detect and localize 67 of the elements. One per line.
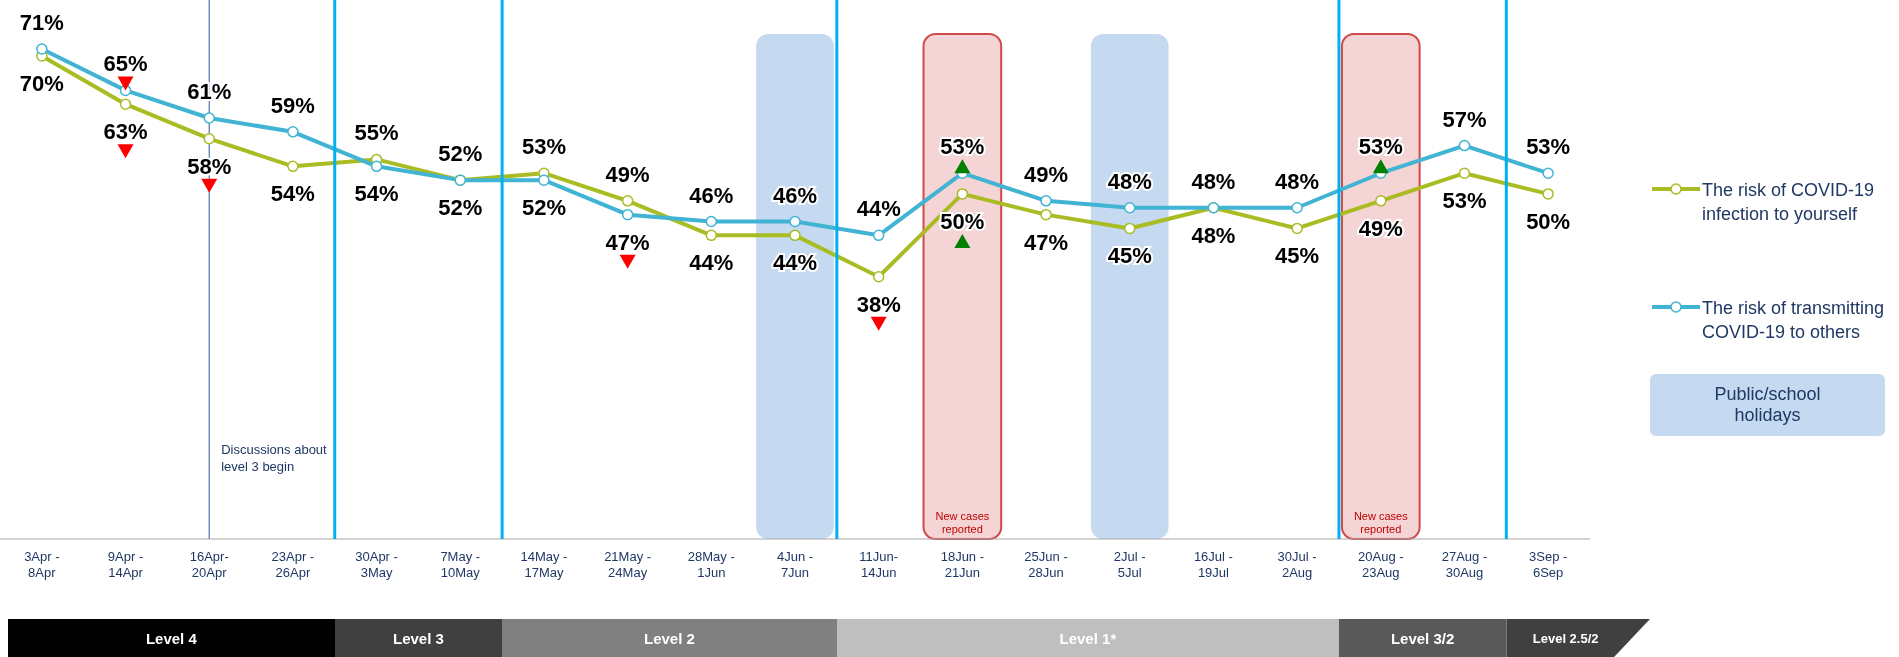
text: Level 4 <box>145 629 197 647</box>
ref-line-label: Discussions about level 3 begin <box>221 442 328 474</box>
data-label: 45% <box>1275 243 1320 269</box>
x-tick-label: 11Jun- 14Jun <box>859 549 899 580</box>
data-label: 45% <box>1107 243 1152 269</box>
x-tick-label: 2Jul - 5Jul <box>1113 549 1146 580</box>
data-label: 49% <box>605 161 650 187</box>
data-label: 65% <box>103 51 148 77</box>
data-label: 47% <box>1024 229 1069 255</box>
band-label: New cases reported <box>935 510 990 535</box>
x-tick-label: 30Apr - 3May <box>355 549 398 580</box>
text: Level 2 <box>644 629 695 647</box>
data-label: 54% <box>270 181 315 207</box>
data-label: 59% <box>270 92 315 118</box>
data-label: 44% <box>689 250 734 276</box>
data-label: 54% <box>354 181 399 207</box>
data-label: 52% <box>521 195 566 221</box>
data-label: 52% <box>438 195 483 221</box>
x-tick-label: 30Jul - 2Aug <box>1277 549 1317 580</box>
text: Level 3/2 <box>1390 629 1455 647</box>
data-label: 48% <box>1275 168 1320 194</box>
text: Level 1* <box>1059 629 1117 647</box>
x-tick-label: 7May - 10May <box>440 549 481 580</box>
legend-label: The risk of transmitting COVID-19 to others <box>1702 297 1886 344</box>
data-label: 46% <box>772 182 818 208</box>
x-tick-label: 25Jun - 28Jun <box>1024 549 1068 580</box>
band-label: New cases reported <box>1353 510 1409 535</box>
data-label: 49% <box>1358 215 1403 241</box>
x-tick-label: 3Apr - 8Apr <box>24 549 60 580</box>
data-label: 55% <box>354 120 399 146</box>
x-tick-label: 23Apr - 26Apr <box>271 549 315 580</box>
data-label: 63% <box>103 119 148 145</box>
text: Level 3 <box>392 629 444 647</box>
x-tick-label: 14May - 17May <box>520 549 568 580</box>
legend-label: The risk of COVID-19 infection to yourself <box>1702 179 1876 226</box>
x-tick-label: 20Aug - 23Aug <box>1358 549 1404 580</box>
data-label: 38% <box>856 291 901 317</box>
data-label: 70% <box>19 70 64 96</box>
x-tick-label: 9Apr - 14Apr <box>107 549 144 580</box>
x-tick-label: 21May - 24May <box>604 549 652 580</box>
data-label: 52% <box>438 141 483 167</box>
data-label: 47% <box>605 229 650 255</box>
data-label: 53% <box>521 134 566 160</box>
x-tick-label: 16Jul - 19Jul <box>1193 549 1233 580</box>
x-tick-label: 3Sep - 6Sep <box>1529 549 1568 580</box>
data-label: 53% <box>1358 134 1403 160</box>
data-label: 50% <box>1526 208 1571 234</box>
data-label: 48% <box>1191 222 1236 248</box>
data-label: 71% <box>19 10 64 35</box>
data-label: 50% <box>940 208 985 234</box>
data-label: 48% <box>1107 168 1152 194</box>
data-label: 57% <box>1442 106 1487 132</box>
data-label: 44% <box>856 196 901 222</box>
x-tick-label: 27Aug - 30Aug <box>1441 549 1488 580</box>
text: Public/school holidays <box>1650 374 1885 436</box>
data-label: 49% <box>1024 161 1069 187</box>
x-tick-label: 4Jun - 7Jun <box>776 549 814 580</box>
x-tick-label: 28May - 1Jun <box>687 549 735 580</box>
data-label: 46% <box>689 182 734 208</box>
data-label: 48% <box>1191 168 1236 194</box>
data-label: 44% <box>772 250 818 276</box>
data-label: 53% <box>1442 188 1487 214</box>
x-tick-label: 18Jun - 21Jun <box>940 549 985 580</box>
data-label: 53% <box>940 134 985 160</box>
x-tick-label: 16Apr- 20Apr <box>189 549 229 580</box>
data-label: 53% <box>1526 134 1571 160</box>
text: Level 2.5/2 <box>1532 630 1599 646</box>
